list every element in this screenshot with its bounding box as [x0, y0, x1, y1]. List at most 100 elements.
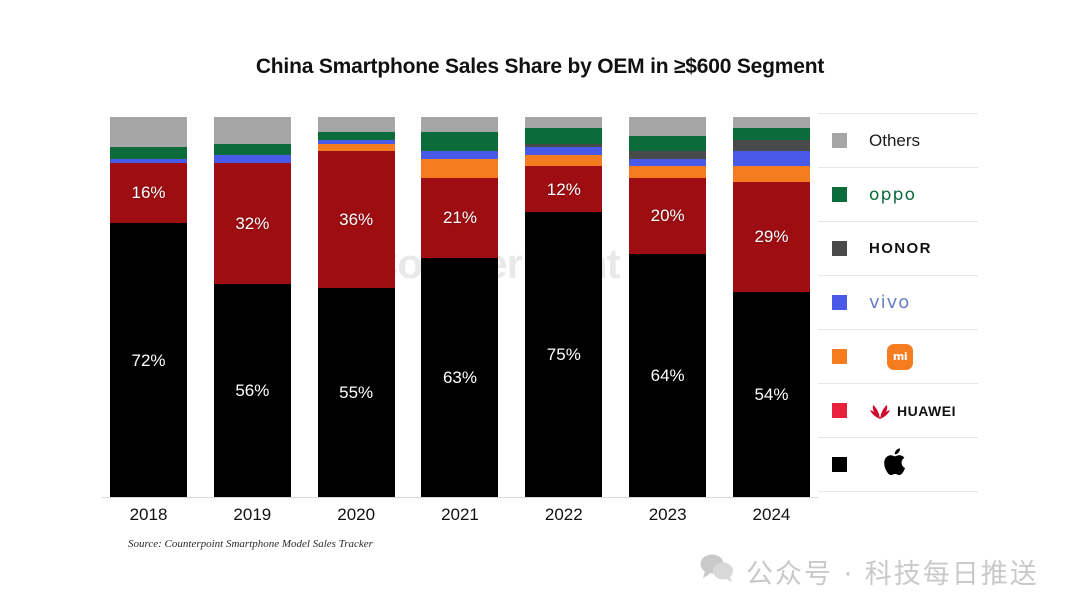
legend-label [869, 447, 909, 483]
x-axis-tick: 2021 [441, 505, 479, 524]
segment-value-label: 20% [650, 206, 685, 226]
bar-segment-apple[interactable]: 64% [629, 253, 707, 497]
bar-segment-others[interactable] [525, 117, 603, 129]
bar-segment-others[interactable] [629, 117, 707, 136]
bar-segment-huawei[interactable]: 32% [213, 162, 291, 285]
bar-segment-vivo[interactable] [629, 158, 707, 167]
legend-text-others: Others [869, 130, 921, 150]
bar-segment-apple[interactable]: 55% [317, 287, 395, 497]
huawei-wordmark: HUAWEI [897, 402, 956, 419]
bar-segment-vivo[interactable] [525, 147, 603, 155]
segment-value-label: 72% [131, 350, 166, 370]
bar-segment-huawei[interactable]: 12% [525, 166, 603, 212]
x-axis-tick: 2024 [752, 505, 791, 524]
bar-column[interactable]: 12% 75% [525, 117, 603, 497]
wechat-icon [700, 553, 734, 590]
legend-item-apple[interactable] [818, 438, 978, 492]
bar-segment-oppo[interactable] [525, 128, 603, 144]
plot-area: 16% 72% 32% 56% 36% 55% 21% 63% 12% 75% 20% 64% 29% 5… [102, 117, 818, 498]
legend-label: HONOR [869, 240, 932, 257]
oppo-logo: oppo [869, 184, 917, 205]
bar-segment-apple[interactable]: 54% [732, 291, 810, 497]
bar-segment-vivo[interactable] [732, 151, 810, 167]
segment-value-label: 56% [235, 381, 270, 401]
bar-segment-oppo[interactable] [110, 147, 187, 159]
legend-item-honor[interactable]: HONOR [818, 222, 978, 276]
bar-segment-vivo[interactable] [421, 151, 499, 159]
bar-segment-huawei[interactable]: 29% [732, 181, 810, 292]
bar-segment-xiaomi[interactable] [525, 154, 603, 167]
source-note: Source: Counterpoint Smartphone Model Sa… [128, 538, 373, 550]
bar-column[interactable]: 16% 72% [110, 117, 187, 497]
bar-column[interactable]: 36% 55% [317, 117, 395, 497]
segment-value-label: 75% [546, 344, 581, 364]
bar-segment-apple[interactable]: 56% [213, 284, 291, 497]
bar-segment-huawei[interactable]: 36% [317, 151, 395, 288]
legend-item-oppo[interactable]: oppo [818, 168, 978, 222]
bar-segment-huawei[interactable]: 20% [629, 177, 707, 254]
bar-segment-xiaomi[interactable] [629, 166, 707, 178]
bar-segment-xiaomi[interactable] [317, 143, 395, 152]
bar-segment-huawei[interactable]: 16% [110, 162, 187, 224]
bar-segment-huawei[interactable]: 21% [421, 177, 499, 258]
x-axis-tick: 2020 [337, 505, 376, 524]
bar-segment-others[interactable] [732, 117, 810, 129]
bar-segment-apple[interactable]: 63% [421, 257, 499, 497]
bar-segment-oppo[interactable] [421, 132, 499, 152]
legend-item-text[interactable]: Others [818, 114, 978, 168]
segment-value-label: 29% [754, 227, 789, 247]
bar-segment-vivo[interactable] [317, 139, 395, 144]
x-axis-tick: 2023 [648, 505, 687, 524]
bar-column[interactable]: 21% 63% [421, 117, 499, 497]
wechat-watermark-text: 公众号 · 科技每日推送 [746, 559, 1039, 590]
bar-segment-oppo[interactable] [213, 143, 291, 155]
bar-segment-oppo[interactable] [629, 136, 707, 152]
bar-column[interactable]: 32% 56% [213, 117, 291, 497]
bar-segment-honor[interactable] [525, 143, 603, 148]
bar-segment-honor[interactable] [732, 139, 810, 152]
bar-stack: 12% 75% [525, 117, 603, 497]
bar-segment-others[interactable] [317, 117, 395, 133]
legend-label: mi [869, 343, 913, 370]
bar-segment-apple[interactable]: 72% [110, 223, 187, 497]
segment-value-label: 21% [442, 208, 477, 228]
x-axis-line [102, 497, 818, 498]
legend-item-vivo[interactable]: vivo [818, 276, 978, 330]
legend-item-xiaomi[interactable]: mi [818, 330, 978, 384]
x-axis-tick: 2022 [544, 505, 583, 524]
bar-stack: 16% 72% [110, 117, 187, 497]
legend-item-huawei[interactable]: HUAWEI [818, 384, 978, 438]
vivo-logo: vivo [869, 292, 911, 313]
bar-segment-vivo[interactable] [110, 158, 187, 163]
legend-swatch [832, 457, 847, 472]
bar-segment-oppo[interactable] [317, 132, 395, 140]
segment-value-label: 55% [339, 382, 374, 402]
x-axis-tick: 2019 [233, 505, 272, 524]
bar-stack: 32% 56% [213, 117, 291, 497]
bar-segment-xiaomi[interactable] [421, 158, 499, 178]
legend-swatch [832, 295, 847, 310]
chart-title: China Smartphone Sales Share by OEM in ≥… [255, 55, 825, 78]
bar-segment-oppo[interactable] [732, 128, 810, 140]
legend-label: oppo [869, 185, 916, 205]
legend-label: vivo [869, 292, 910, 313]
bar-column[interactable]: 20% 64% [629, 117, 707, 497]
legend-swatch [832, 349, 847, 364]
bar-segment-apple[interactable]: 75% [525, 211, 603, 497]
bar-segment-others[interactable] [110, 117, 187, 148]
huawei-flower-icon [870, 404, 890, 419]
bar-segment-xiaomi[interactable] [732, 166, 810, 182]
bar-segment-honor[interactable] [629, 151, 707, 159]
honor-logo: HONOR [869, 240, 932, 257]
segment-value-label: 54% [754, 384, 789, 404]
wechat-watermark: 公众号 · 科技每日推送 [700, 552, 1039, 591]
bar-segment-others[interactable] [421, 117, 499, 133]
legend-swatch [832, 241, 847, 256]
bars-row: 16% 72% 32% 56% 36% 55% 21% 63% 12% 75% 20% 64% 29% 5… [110, 117, 810, 497]
bar-segment-vivo[interactable] [213, 154, 291, 163]
bar-stack: 20% 64% [629, 117, 707, 497]
segment-value-label: 12% [546, 179, 581, 199]
x-axis-tick: 2018 [129, 505, 168, 524]
bar-segment-others[interactable] [213, 117, 291, 144]
bar-column[interactable]: 29% 54% [732, 117, 810, 497]
